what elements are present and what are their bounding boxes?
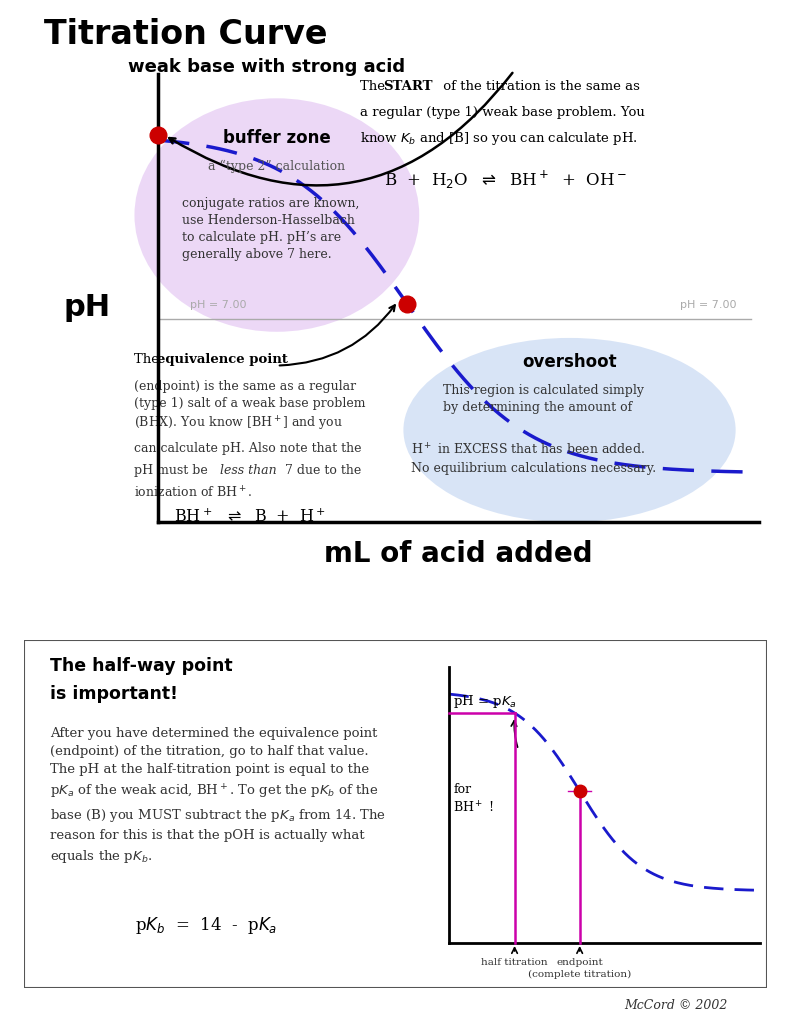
Text: pH: pH [63, 293, 111, 322]
Text: START: START [383, 80, 433, 93]
Text: This region is calculated simply
by determining the amount of: This region is calculated simply by dete… [443, 384, 644, 414]
Text: buffer zone: buffer zone [223, 129, 331, 147]
Text: less than: less than [220, 464, 277, 477]
Text: equivalence point: equivalence point [157, 353, 287, 367]
Text: 7 due to the: 7 due to the [281, 464, 361, 477]
Text: endpoint
(complete titration): endpoint (complete titration) [528, 958, 631, 979]
Text: B  +  H$_2$O  $\rightleftharpoons$  BH$^+$  +  OH$^-$: B + H$_2$O $\rightleftharpoons$ BH$^+$ +… [384, 169, 626, 191]
Text: The: The [134, 353, 164, 367]
Text: mL of acid added: mL of acid added [324, 541, 593, 568]
Text: The: The [360, 80, 389, 93]
Text: can calculate pH. Also note that the: can calculate pH. Also note that the [134, 442, 362, 456]
Text: After you have determined the equivalence point
(endpoint) of the titration, go : After you have determined the equivalenc… [50, 727, 386, 865]
Ellipse shape [134, 98, 419, 332]
Text: Titration Curve: Titration Curve [44, 18, 327, 51]
Text: BH$^+$ !: BH$^+$ ! [453, 801, 494, 815]
Text: McCord © 2002: McCord © 2002 [624, 998, 728, 1012]
Text: for: for [453, 783, 471, 796]
Text: p$K_b$  =  14  -  p$K_a$: p$K_b$ = 14 - p$K_a$ [135, 914, 278, 936]
Text: The half-way point: The half-way point [50, 657, 233, 676]
Text: weak base with strong acid: weak base with strong acid [103, 58, 405, 77]
Text: a “type 2” calculation: a “type 2” calculation [208, 160, 346, 173]
Text: is important!: is important! [50, 685, 178, 703]
Ellipse shape [403, 338, 736, 522]
Text: H$^+$ in EXCESS that has been added.
No equilibrium calculations necessary.: H$^+$ in EXCESS that has been added. No … [411, 442, 657, 475]
Text: ionization of BH$^+$.: ionization of BH$^+$. [134, 485, 253, 501]
Text: BH$^+$  $\rightleftharpoons$  B  +  H$^+$: BH$^+$ $\rightleftharpoons$ B + H$^+$ [174, 509, 326, 526]
Text: pH = 7.00: pH = 7.00 [190, 300, 246, 310]
Text: a regular (type 1) weak base problem. You: a regular (type 1) weak base problem. Yo… [360, 105, 645, 119]
FancyBboxPatch shape [24, 640, 767, 988]
Text: conjugate ratios are known,
use Henderson-Hasselbach
to calculate pH. pH’s are
g: conjugate ratios are known, use Henderso… [182, 197, 359, 260]
Text: overshoot: overshoot [522, 353, 617, 372]
Text: half titration: half titration [481, 958, 548, 968]
Text: (endpoint) is the same as a regular
(type 1) salt of a weak base problem
(BHX). : (endpoint) is the same as a regular (typ… [134, 380, 366, 433]
Text: of the titration is the same as: of the titration is the same as [439, 80, 640, 93]
Text: know $\mathit{K}_b$ and [B] so you can calculate pH.: know $\mathit{K}_b$ and [B] so you can c… [360, 130, 638, 147]
Text: pH = 7.00: pH = 7.00 [680, 300, 736, 310]
Text: pH must be: pH must be [134, 464, 212, 477]
Text: pH = p$K_a$: pH = p$K_a$ [453, 693, 517, 710]
